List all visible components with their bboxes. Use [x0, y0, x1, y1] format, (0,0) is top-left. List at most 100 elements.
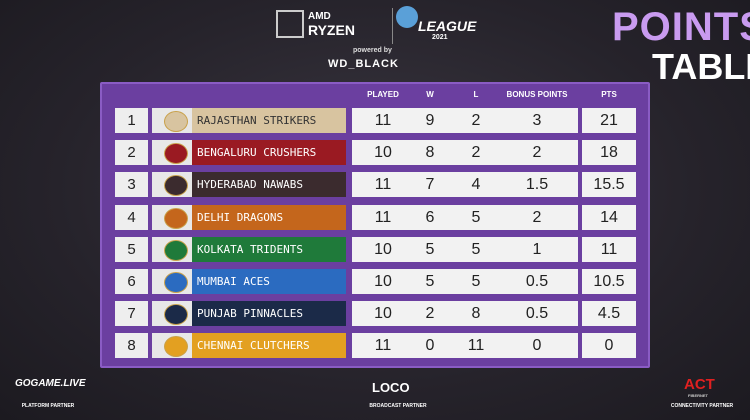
stat-played: 11 — [374, 112, 392, 129]
team-cell: RAJASTHAN STRIKERS — [152, 108, 346, 133]
column-header: PTS — [601, 90, 617, 99]
league-text: LEAGUE — [418, 18, 477, 34]
team-name: KOLKATA TRIDENTS — [197, 242, 303, 256]
stat-l: 5 — [471, 273, 481, 290]
stat-pts: 18 — [600, 144, 618, 162]
team-cell: MUMBAI ACES — [152, 269, 346, 294]
stat-played: 11 — [374, 337, 392, 355]
stat-played: 10 — [374, 305, 392, 323]
team-cell: KOLKATA TRIDENTS — [152, 236, 346, 262]
stat-bonus: 0.5 — [525, 305, 549, 323]
team-name: RAJASTHAN STRIKERS — [197, 114, 317, 127]
rank-cell: 3 — [115, 172, 148, 198]
team-cell: DELHI DRAGONS — [152, 204, 346, 230]
stat-played: 10 — [374, 273, 392, 290]
team-cell: HYDERABAD NAWABS — [152, 172, 346, 198]
gogame-logo: GOGAME.LIVE — [15, 378, 86, 389]
stat-w: 5 — [425, 240, 435, 258]
team-logo — [164, 143, 188, 165]
team-logo — [164, 207, 188, 229]
stat-bonus: 0 — [532, 337, 542, 355]
stats-box — [352, 269, 578, 294]
stats-box — [352, 204, 578, 230]
stat-pts: 4.5 — [597, 305, 621, 323]
rank-cell: 6 — [115, 269, 148, 294]
pts-box — [582, 301, 636, 327]
stat-l: 4 — [471, 176, 481, 194]
stat-bonus: 1 — [532, 240, 542, 258]
team-logo — [164, 272, 188, 293]
stat-played: 11 — [374, 176, 392, 194]
stat-w: 9 — [425, 112, 435, 129]
stat-w: 7 — [425, 176, 435, 194]
team-name: PUNJAB PINNACLES — [197, 307, 303, 321]
powered-by: powered by — [353, 47, 392, 54]
stat-pts: 11 — [600, 240, 618, 258]
rank-cell: 8 — [115, 333, 148, 359]
team-cell: CHENNAI CLUTCHERS — [152, 333, 346, 359]
stat-bonus: 1.5 — [525, 176, 549, 194]
pts-box — [582, 236, 636, 262]
stat-bonus: 3 — [532, 112, 542, 129]
team-name: DELHI DRAGONS — [197, 210, 284, 224]
stat-pts: 0 — [604, 337, 614, 355]
stats-box — [352, 140, 578, 166]
stat-l: 2 — [471, 144, 481, 162]
title-line1: POINTS — [612, 5, 750, 49]
loco-logo: LOCO — [372, 380, 410, 395]
league-icon — [396, 6, 418, 28]
divider — [392, 8, 393, 44]
stat-played: 10 — [374, 144, 392, 162]
act-sub: FIBERNET — [688, 393, 708, 398]
stat-bonus: 2 — [532, 144, 542, 162]
loco-role: BROADCAST PARTNER — [369, 403, 427, 409]
stats-box — [352, 301, 578, 327]
stat-w: 2 — [425, 305, 435, 323]
stat-w: 8 — [425, 144, 435, 162]
stats-box — [352, 108, 578, 133]
stat-pts: 14 — [600, 208, 618, 226]
stat-pts: 15.5 — [593, 176, 625, 194]
team-name: BENGALURU CRUSHERS — [197, 146, 317, 160]
stat-played: 11 — [374, 208, 392, 226]
stat-l: 5 — [471, 208, 481, 226]
amd-icon — [276, 10, 304, 38]
amd-text: AMD — [308, 11, 331, 22]
stat-w: 0 — [425, 337, 435, 355]
stats-box — [352, 333, 578, 359]
column-header: BONUS POINTS — [506, 90, 568, 99]
stat-bonus: 0.5 — [525, 273, 549, 290]
gogame-role: PLATFORM PARTNER — [21, 403, 75, 409]
stat-pts: 21 — [600, 112, 618, 129]
stat-played: 10 — [374, 240, 392, 258]
team-name: MUMBAI ACES — [197, 275, 270, 288]
stat-bonus: 2 — [532, 208, 542, 226]
pts-box — [582, 108, 636, 133]
stat-w: 5 — [425, 273, 435, 290]
team-logo — [164, 175, 188, 197]
team-name: HYDERABAD NAWABS — [197, 178, 303, 192]
stat-w: 6 — [425, 208, 435, 226]
stat-l: 11 — [467, 337, 485, 355]
title-line2: TABLE — [652, 46, 750, 87]
pts-box — [582, 204, 636, 230]
team-logo — [164, 239, 188, 261]
stats-box — [352, 172, 578, 198]
column-header: PLAYED — [367, 90, 399, 99]
stat-l: 8 — [471, 305, 481, 323]
rank-cell: 5 — [115, 236, 148, 262]
pts-box — [582, 172, 636, 198]
act-role: CONNECTIVITY PARTNER — [670, 403, 734, 409]
rank-cell: 4 — [115, 204, 148, 230]
team-logo — [164, 111, 188, 132]
stat-l: 2 — [471, 112, 481, 129]
column-header: W — [426, 90, 434, 99]
team-logo — [164, 304, 188, 326]
pts-box — [582, 269, 636, 294]
rank-cell: 7 — [115, 301, 148, 327]
ryzen-text: RYZEN — [308, 22, 355, 38]
wd-black: WD_BLACK — [328, 58, 399, 70]
team-cell: PUNJAB PINNACLES — [152, 301, 346, 327]
team-logo — [164, 336, 188, 358]
